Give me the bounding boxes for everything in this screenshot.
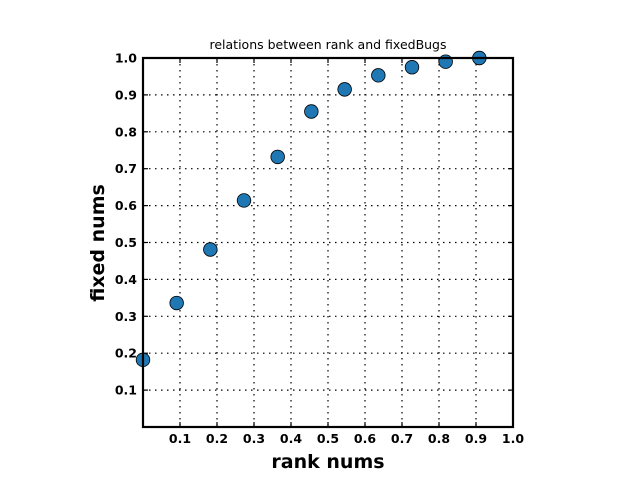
y-axis-label: fixed nums [87, 184, 109, 302]
y-tick-label: 0.1 [115, 383, 137, 398]
y-tick-label: 0.9 [115, 87, 137, 102]
y-tick-label: 1.0 [115, 51, 137, 66]
x-tick-label: 0.2 [206, 431, 228, 446]
x-tick-label: 0.1 [169, 431, 191, 446]
x-tick-label: 0.5 [317, 431, 339, 446]
data-point [270, 149, 285, 165]
y-tick-label: 0.4 [115, 272, 137, 287]
data-point [169, 295, 184, 311]
data-point [404, 60, 420, 75]
data-point [236, 193, 252, 208]
y-tick-label: 0.3 [115, 309, 137, 324]
x-tick-labels: 0.1 0.2 0.3 0.4 0.5 0.6 0.7 0.8 0.9 1.0 [169, 431, 524, 446]
data-point [371, 68, 386, 83]
x-axis-label: rank nums [271, 451, 384, 473]
data-point [337, 82, 352, 97]
y-tick-label: 0.8 [115, 124, 137, 139]
x-tick-label: 1.0 [502, 431, 524, 446]
data-points [135, 50, 487, 368]
data-point [203, 242, 218, 257]
x-tick-label: 0.3 [243, 431, 265, 446]
y-tick-label: 0.2 [115, 346, 137, 361]
y-tick-label: 0.7 [115, 161, 137, 176]
y-tick-labels: 0.1 0.2 0.3 0.4 0.5 0.6 0.7 0.8 0.9 1.0 [115, 51, 137, 398]
data-point [304, 104, 319, 119]
x-tick-label: 0.6 [354, 431, 376, 446]
y-tick-label: 0.5 [115, 235, 137, 250]
y-tick-label: 0.6 [115, 198, 137, 213]
chart-title: relations between rank and fixedBugs [209, 37, 446, 52]
plot-frame [141, 56, 515, 429]
x-tick-label: 0.7 [391, 431, 413, 446]
grid-lines [143, 57, 514, 427]
x-tick-label: 0.4 [280, 431, 302, 446]
x-tick-label: 0.9 [465, 431, 487, 446]
x-tick-label: 0.8 [428, 431, 450, 446]
